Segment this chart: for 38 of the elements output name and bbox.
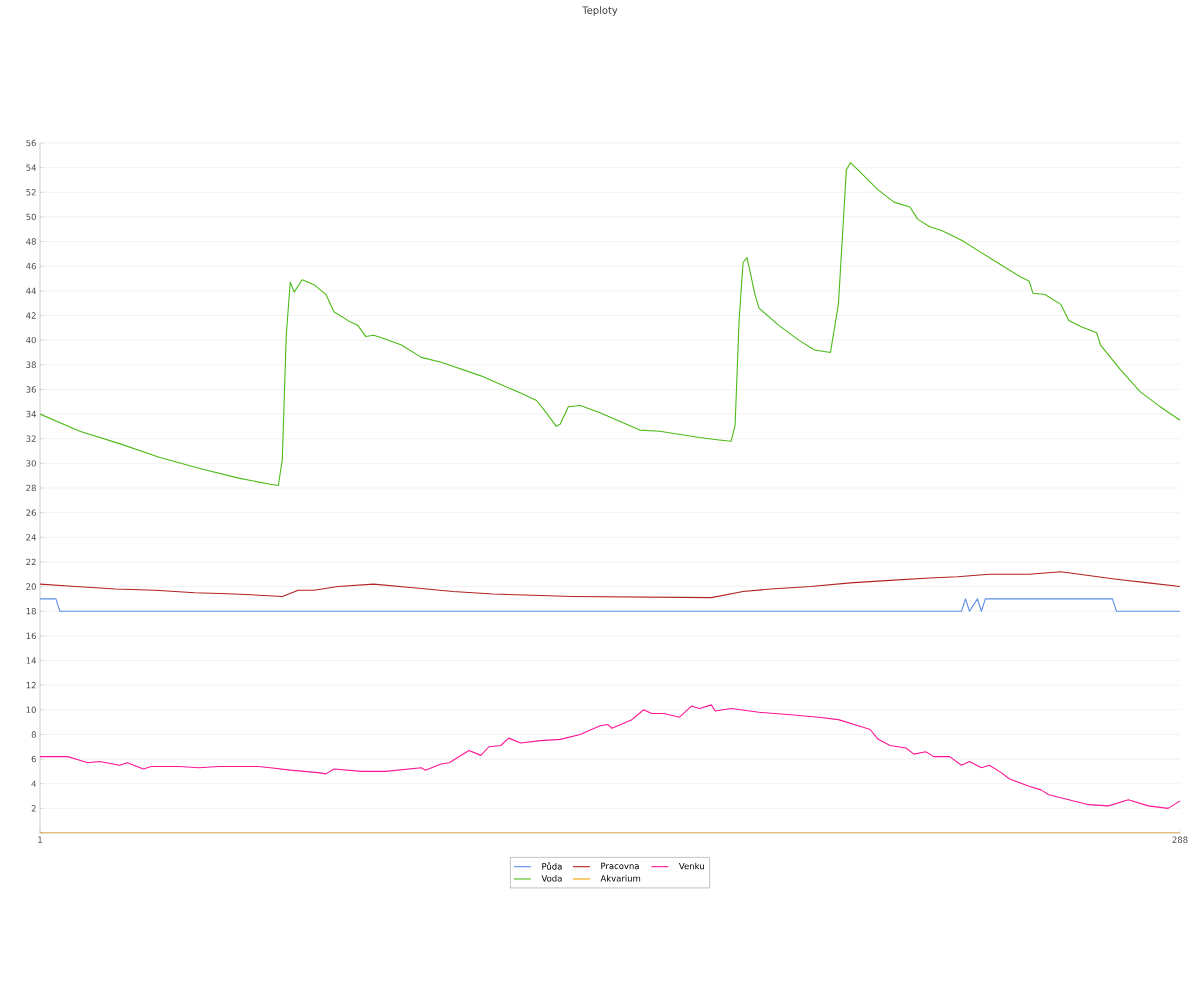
- y-tick-label: 14: [26, 657, 36, 664]
- legend-label: Půda: [542, 862, 562, 870]
- y-tick-label: 52: [26, 189, 36, 196]
- x-tick-label: 288: [1172, 836, 1188, 843]
- legend-label: Voda: [541, 875, 562, 882]
- y-tick-label: 44: [26, 287, 36, 294]
- y-tick-label: 18: [26, 608, 36, 615]
- y-tick-label: 12: [26, 682, 36, 689]
- line-series: [40, 571, 1180, 599]
- y-tick-label: 48: [26, 238, 36, 245]
- legend-label: Venku: [678, 862, 704, 870]
- legend-label: Akvarium: [600, 875, 641, 882]
- y-tick-label: 38: [26, 361, 36, 368]
- y-tick-label: 28: [26, 484, 36, 492]
- y-tick-label: 40: [26, 336, 36, 344]
- y-tick-label: 26: [26, 509, 36, 516]
- y-tick-label: 34: [26, 410, 36, 418]
- y-tick-label: 4: [31, 780, 36, 787]
- y-tick-label: 8: [31, 731, 36, 738]
- line-series: [40, 704, 1180, 809]
- y-tick-label: 22: [26, 558, 36, 566]
- y-tick-label: 24: [26, 534, 36, 541]
- y-tick-label: 6: [31, 755, 36, 763]
- y-tick-label: 46: [26, 263, 36, 270]
- x-tick-label: 1: [38, 836, 42, 843]
- y-tick-label: 50: [26, 213, 36, 221]
- y-tick-label: 10: [26, 706, 36, 713]
- y-tick-label: 32: [26, 435, 36, 442]
- y-tick-label: 16: [26, 632, 36, 640]
- y-tick-label: 30: [26, 460, 36, 467]
- y-tick-label: 36: [26, 386, 36, 393]
- y-tick-label: 54: [26, 164, 36, 171]
- y-tick-label: 56: [26, 139, 36, 147]
- y-tick-label: 20: [26, 583, 36, 590]
- chart-title: Teploty: [582, 6, 618, 16]
- y-tick-label: 42: [26, 312, 36, 319]
- legend-label: Pracovna: [601, 862, 639, 870]
- y-tick-label: 2: [31, 805, 36, 812]
